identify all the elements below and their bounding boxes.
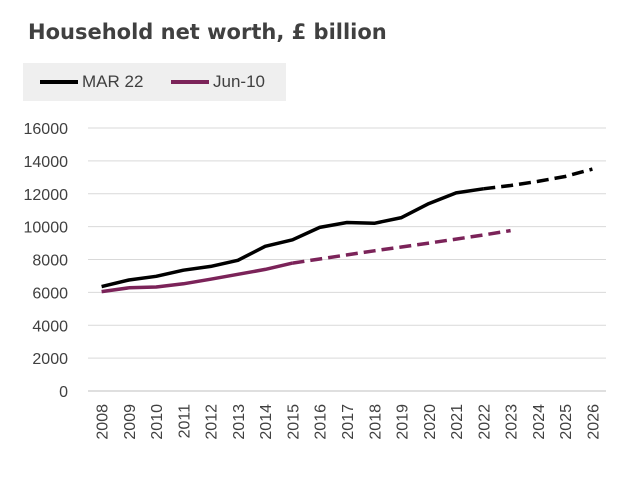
x-tick-label: 2013 [231,404,248,440]
x-tick-label: 2017 [340,404,357,440]
y-tick-label: 16000 [24,121,69,138]
x-tick-label: 2026 [585,404,602,440]
x-tick-label: 2008 [95,404,112,440]
y-tick-label: 2000 [32,351,68,368]
x-tick-label: 2023 [504,404,521,440]
y-tick-label: 14000 [24,154,69,171]
x-tick-label: 2016 [313,404,330,440]
y-tick-label: 4000 [32,318,68,335]
series-line-jun-10-actual [101,261,293,294]
y-tick-label: 0 [59,384,68,401]
x-tick-label: 2021 [449,404,466,440]
legend-label-mar-22: MAR 22 [82,72,144,91]
y-tick-label: 6000 [32,285,68,302]
y-tick-label: 10000 [24,220,69,237]
x-tick-label: 2015 [285,404,302,440]
gridlines [88,127,606,392]
y-tick-label: 8000 [32,253,68,270]
legend-swatch-mar-22 [40,80,78,84]
legend: MAR 22 Jun-10 [23,63,286,101]
x-tick-label: 2025 [558,404,575,440]
y-tick-label: 12000 [24,187,69,204]
series-line-mar-22-actual [101,187,484,289]
x-tick-label: 2019 [395,404,412,440]
legend-swatch-jun-10 [171,80,209,84]
chart-title: Household net worth, £ billion [28,20,387,44]
x-tick-label: 2022 [476,404,493,440]
x-tick-label: 2011 [176,404,193,439]
series-lines [101,167,593,294]
series-line-jun-10-forecast [292,228,511,265]
series-line-mar-22-forecast [483,167,593,191]
x-tick-label: 2012 [204,404,221,440]
y-axis-tick-labels: 0 2000 4000 6000 8000 10000 12000 14000 16000 [24,121,69,401]
legend-item-jun-10: Jun-10 [171,63,265,101]
x-axis-tick-labels: 2008 2009 2010 2011 2012 2013 2014 2015 2016 2017… [95,404,603,440]
x-tick-label: 2024 [531,404,548,440]
legend-item-mar-22: MAR 22 [40,63,143,101]
x-tick-label: 2014 [258,404,275,440]
legend-label-jun-10: Jun-10 [213,72,265,91]
x-tick-label: 2020 [422,404,439,440]
x-tick-label: 2018 [367,404,384,440]
x-tick-label: 2010 [149,404,166,440]
x-tick-label: 2009 [122,404,139,440]
